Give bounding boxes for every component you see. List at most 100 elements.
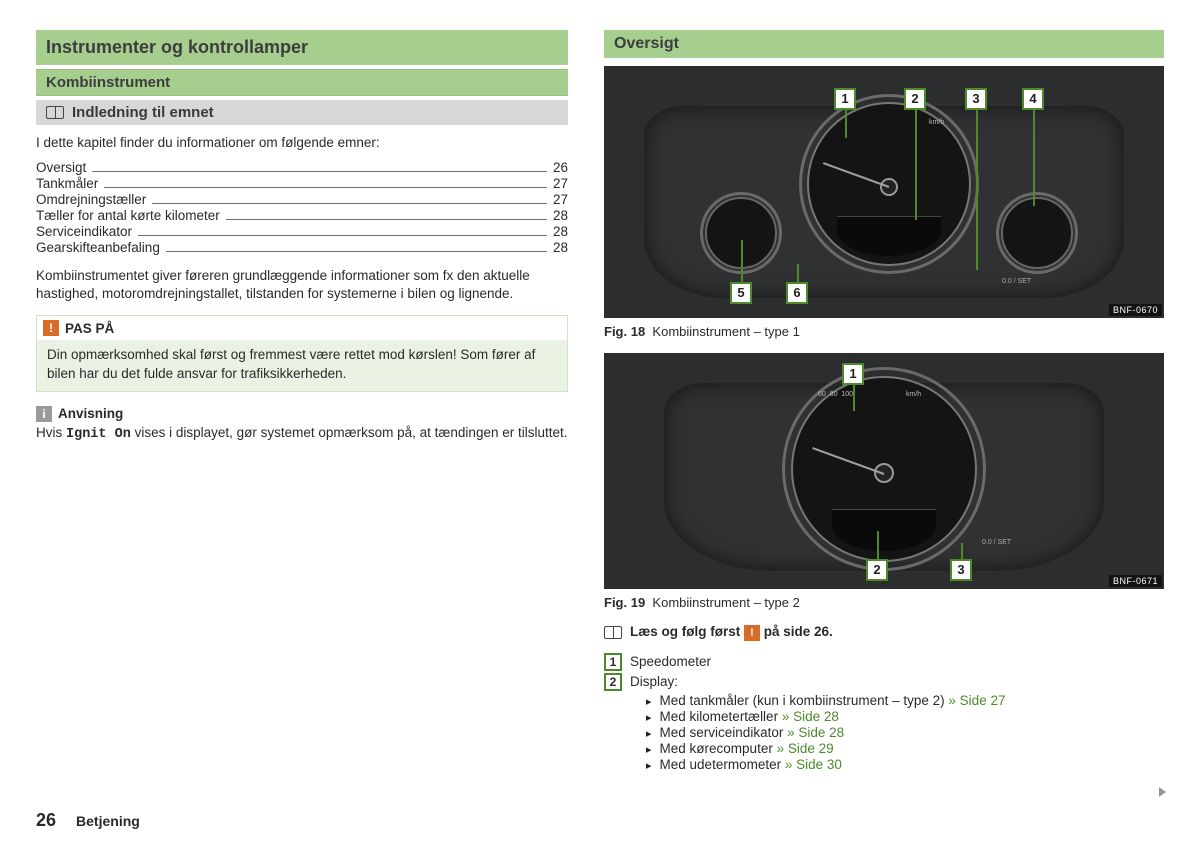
page-ref-link[interactable]: » Side 30 xyxy=(785,757,842,772)
toc-page: 28 xyxy=(553,240,568,255)
toc-page: 26 xyxy=(553,160,568,175)
figure-18-caption: Fig. 18 Kombiinstrument – type 1 xyxy=(604,324,1164,339)
callout-line xyxy=(877,531,879,559)
toc-label: Gearskifteanbefaling xyxy=(36,240,160,255)
toc-leader xyxy=(138,235,547,236)
page-columns: Instrumenter og kontrollamper Kombiinstr… xyxy=(36,30,1164,773)
callout-line xyxy=(797,264,799,282)
kmh-label: km/h xyxy=(929,119,944,126)
callout-3: 3 xyxy=(965,88,987,110)
sub-text: Med tankmåler (kun i kombiinstrument – t… xyxy=(660,693,945,708)
callout-2: 2 xyxy=(866,559,888,581)
intro-bar-text: Indledning til emnet xyxy=(72,104,214,121)
toc: Oversigt 26 Tankmåler 27 Omdrejningstæll… xyxy=(36,160,568,255)
caution-header: ! PAS PÅ xyxy=(37,316,567,340)
info-icon: i xyxy=(36,406,52,422)
continue-icon xyxy=(1159,787,1166,797)
legend-number: 1 xyxy=(604,653,622,671)
page-ref-link[interactable]: » Side 28 xyxy=(782,709,839,724)
toc-label: Serviceindikator xyxy=(36,224,132,239)
callout-2: 2 xyxy=(904,88,926,110)
book-icon xyxy=(604,626,622,639)
scale-label: 60 80 100 xyxy=(818,391,853,398)
legend-item: 1 Speedometer xyxy=(604,653,1164,671)
fuel-gauge xyxy=(1001,197,1073,269)
legend-text: Speedometer xyxy=(630,653,711,671)
toc-label: Oversigt xyxy=(36,160,86,175)
read-first-line: Læs og følg først ! på side 26. xyxy=(604,624,1164,641)
toc-label: Tankmåler xyxy=(36,176,98,191)
list-item: Med udetermometer » Side 30 xyxy=(646,757,1164,772)
set-button-label: 0.0 / SET xyxy=(982,539,1011,546)
fig-number: Fig. 19 xyxy=(604,595,645,610)
toc-leader xyxy=(152,203,547,204)
toc-row: Tæller for antal kørte kilometer 28 xyxy=(36,208,568,223)
set-button-label: 0.0 / SET xyxy=(1002,278,1031,285)
callout-line xyxy=(1033,110,1035,206)
right-column: Oversigt km/h 0.0 / SET 1 2 3 xyxy=(604,30,1164,773)
page-number: 26 xyxy=(36,810,56,831)
figure-19-caption: Fig. 19 Kombiinstrument – type 2 xyxy=(604,595,1164,610)
figure-18: km/h 0.0 / SET 1 2 3 4 5 6 BNF-0670 xyxy=(604,66,1164,318)
toc-leader xyxy=(92,171,547,172)
callout-1: 1 xyxy=(842,363,864,385)
right-title: Oversigt xyxy=(604,30,1164,58)
note-mono: Ignit On xyxy=(66,427,131,442)
toc-page: 27 xyxy=(553,176,568,191)
legend-sublist: Med tankmåler (kun i kombiinstrument – t… xyxy=(646,693,1164,772)
page-ref-link[interactable]: » Side 27 xyxy=(948,693,1005,708)
fig-number: Fig. 18 xyxy=(604,324,645,339)
toc-row: Omdrejningstæller 27 xyxy=(36,192,568,207)
callout-line xyxy=(853,385,855,411)
caution-body: Din opmærksomhed skal først og fremmest … xyxy=(37,340,567,390)
note-text: Hvis Ignit On vises i displayet, gør sys… xyxy=(36,424,568,444)
toc-page: 28 xyxy=(553,208,568,223)
read-suffix: på side 26. xyxy=(760,624,833,639)
kmh-label: km/h xyxy=(906,391,921,398)
callout-line xyxy=(845,110,847,138)
callout-3: 3 xyxy=(950,559,972,581)
note-prefix: Hvis xyxy=(36,425,66,440)
toc-row: Oversigt 26 xyxy=(36,160,568,175)
callout-line xyxy=(961,543,963,559)
toc-row: Serviceindikator 28 xyxy=(36,224,568,239)
toc-row: Tankmåler 27 xyxy=(36,176,568,191)
caution-box: ! PAS PÅ Din opmærksomhed skal først og … xyxy=(36,315,568,391)
toc-page: 28 xyxy=(553,224,568,239)
sub-text: Med udetermometer xyxy=(660,757,782,772)
list-item: Med kilometertæller » Side 28 xyxy=(646,709,1164,724)
toc-page: 27 xyxy=(553,192,568,207)
figure-id: BNF-0670 xyxy=(1109,304,1162,316)
callout-line xyxy=(976,110,978,270)
note-header: i Anvisning xyxy=(36,406,568,422)
callout-line xyxy=(915,110,917,220)
callout-5: 5 xyxy=(730,282,752,304)
page-ref-link[interactable]: » Side 28 xyxy=(787,725,844,740)
figure-19: km/h 60 80 100 0.0 / SET 1 2 3 BNF-0671 xyxy=(604,353,1164,589)
list-item: Med tankmåler (kun i kombiinstrument – t… xyxy=(646,693,1164,708)
speedometer-hub xyxy=(880,178,898,196)
note-title: Anvisning xyxy=(58,406,123,421)
section-title: Instrumenter og kontrollamper xyxy=(36,30,568,65)
legend-number: 2 xyxy=(604,673,622,691)
body-paragraph: Kombiinstrumentet giver føreren grundlæg… xyxy=(36,267,568,303)
list-item: Med serviceindikator » Side 28 xyxy=(646,725,1164,740)
legend-text: Display: xyxy=(630,673,678,691)
callout-6: 6 xyxy=(786,282,808,304)
note-suffix: vises i displayet, gør systemet opmærkso… xyxy=(131,425,568,440)
toc-leader xyxy=(166,251,547,252)
toc-label: Omdrejningstæller xyxy=(36,192,146,207)
toc-row: Gearskifteanbefaling 28 xyxy=(36,240,568,255)
callout-line xyxy=(741,240,743,282)
callout-1: 1 xyxy=(834,88,856,110)
read-prefix: Læs og følg først xyxy=(630,624,744,639)
toc-leader xyxy=(104,187,547,188)
lead-text: I dette kapitel finder du informationer … xyxy=(36,135,568,150)
warning-icon: ! xyxy=(744,625,760,641)
intro-bar: Indledning til emnet xyxy=(36,100,568,125)
sub-text: Med kørecomputer xyxy=(660,741,773,756)
caution-title: PAS PÅ xyxy=(65,321,114,336)
book-icon xyxy=(46,106,64,119)
page-ref-link[interactable]: » Side 29 xyxy=(777,741,834,756)
toc-label: Tæller for antal kørte kilometer xyxy=(36,208,220,223)
